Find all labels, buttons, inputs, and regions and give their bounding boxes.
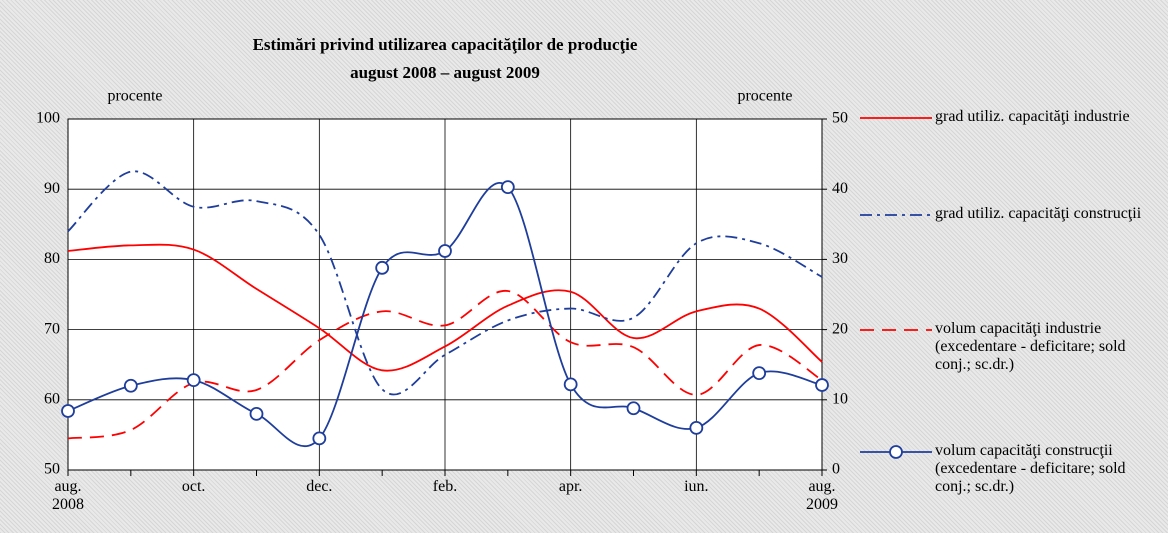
y-axis-label: procente: [107, 88, 162, 105]
y-tick-label: 100: [36, 110, 60, 127]
x-tick-label: feb.: [432, 478, 458, 495]
legend-label: grad utiliz. capacităţi industrie: [935, 108, 1130, 125]
x-tick-label: iun.: [684, 478, 709, 495]
series-line: [67, 243, 823, 372]
series-marker: [815, 378, 829, 392]
y2-tick-label: 30: [832, 250, 848, 267]
y-tick-label: 70: [44, 320, 60, 337]
x-tick-label: aug. 2009: [806, 478, 838, 513]
x-tick-label: dec.: [306, 478, 333, 495]
y-tick-label: 50: [44, 461, 60, 478]
series-marker: [123, 378, 138, 393]
y-tick-label: 80: [44, 250, 60, 267]
legend-label: volum capacităţi industrie (excedentare …: [935, 320, 1126, 373]
series-marker: [752, 366, 767, 381]
y2-tick-label: 40: [832, 180, 848, 197]
series-marker: [563, 377, 578, 392]
y2-tick-label: 20: [832, 320, 848, 337]
chart-title: Estimări privind utilizarea capacităţilo…: [253, 35, 638, 54]
y2-tick-label: 10: [832, 390, 848, 407]
series-marker: [186, 373, 201, 388]
plot-border: [67, 118, 823, 471]
series-marker: [500, 180, 515, 194]
series-marker: [61, 404, 75, 418]
series-marker: [689, 420, 704, 435]
chart-subtitle: august 2008 – august 2009: [350, 63, 540, 82]
legend-label: grad utiliz. capacităţi construcţii: [935, 205, 1142, 222]
y-tick-label: 90: [44, 180, 60, 197]
series-marker: [626, 401, 641, 416]
x-tick-label: aug. 2008: [52, 478, 84, 513]
series-line: [67, 182, 823, 448]
legend-marker: [889, 445, 903, 459]
x-tick-label: apr.: [558, 478, 583, 495]
series-line: [67, 170, 823, 396]
y2-axis-label: procente: [737, 88, 792, 105]
series-marker: [249, 406, 264, 421]
y-tick-label: 60: [44, 390, 60, 407]
y2-tick-label: 0: [832, 461, 840, 478]
legend-label: volum capacităţi construcţii (excedentar…: [935, 442, 1126, 495]
series-marker: [312, 431, 327, 446]
series-marker: [375, 260, 390, 275]
series-marker: [438, 244, 452, 258]
y2-tick-label: 50: [832, 110, 848, 127]
x-tick-label: oct.: [181, 478, 206, 495]
